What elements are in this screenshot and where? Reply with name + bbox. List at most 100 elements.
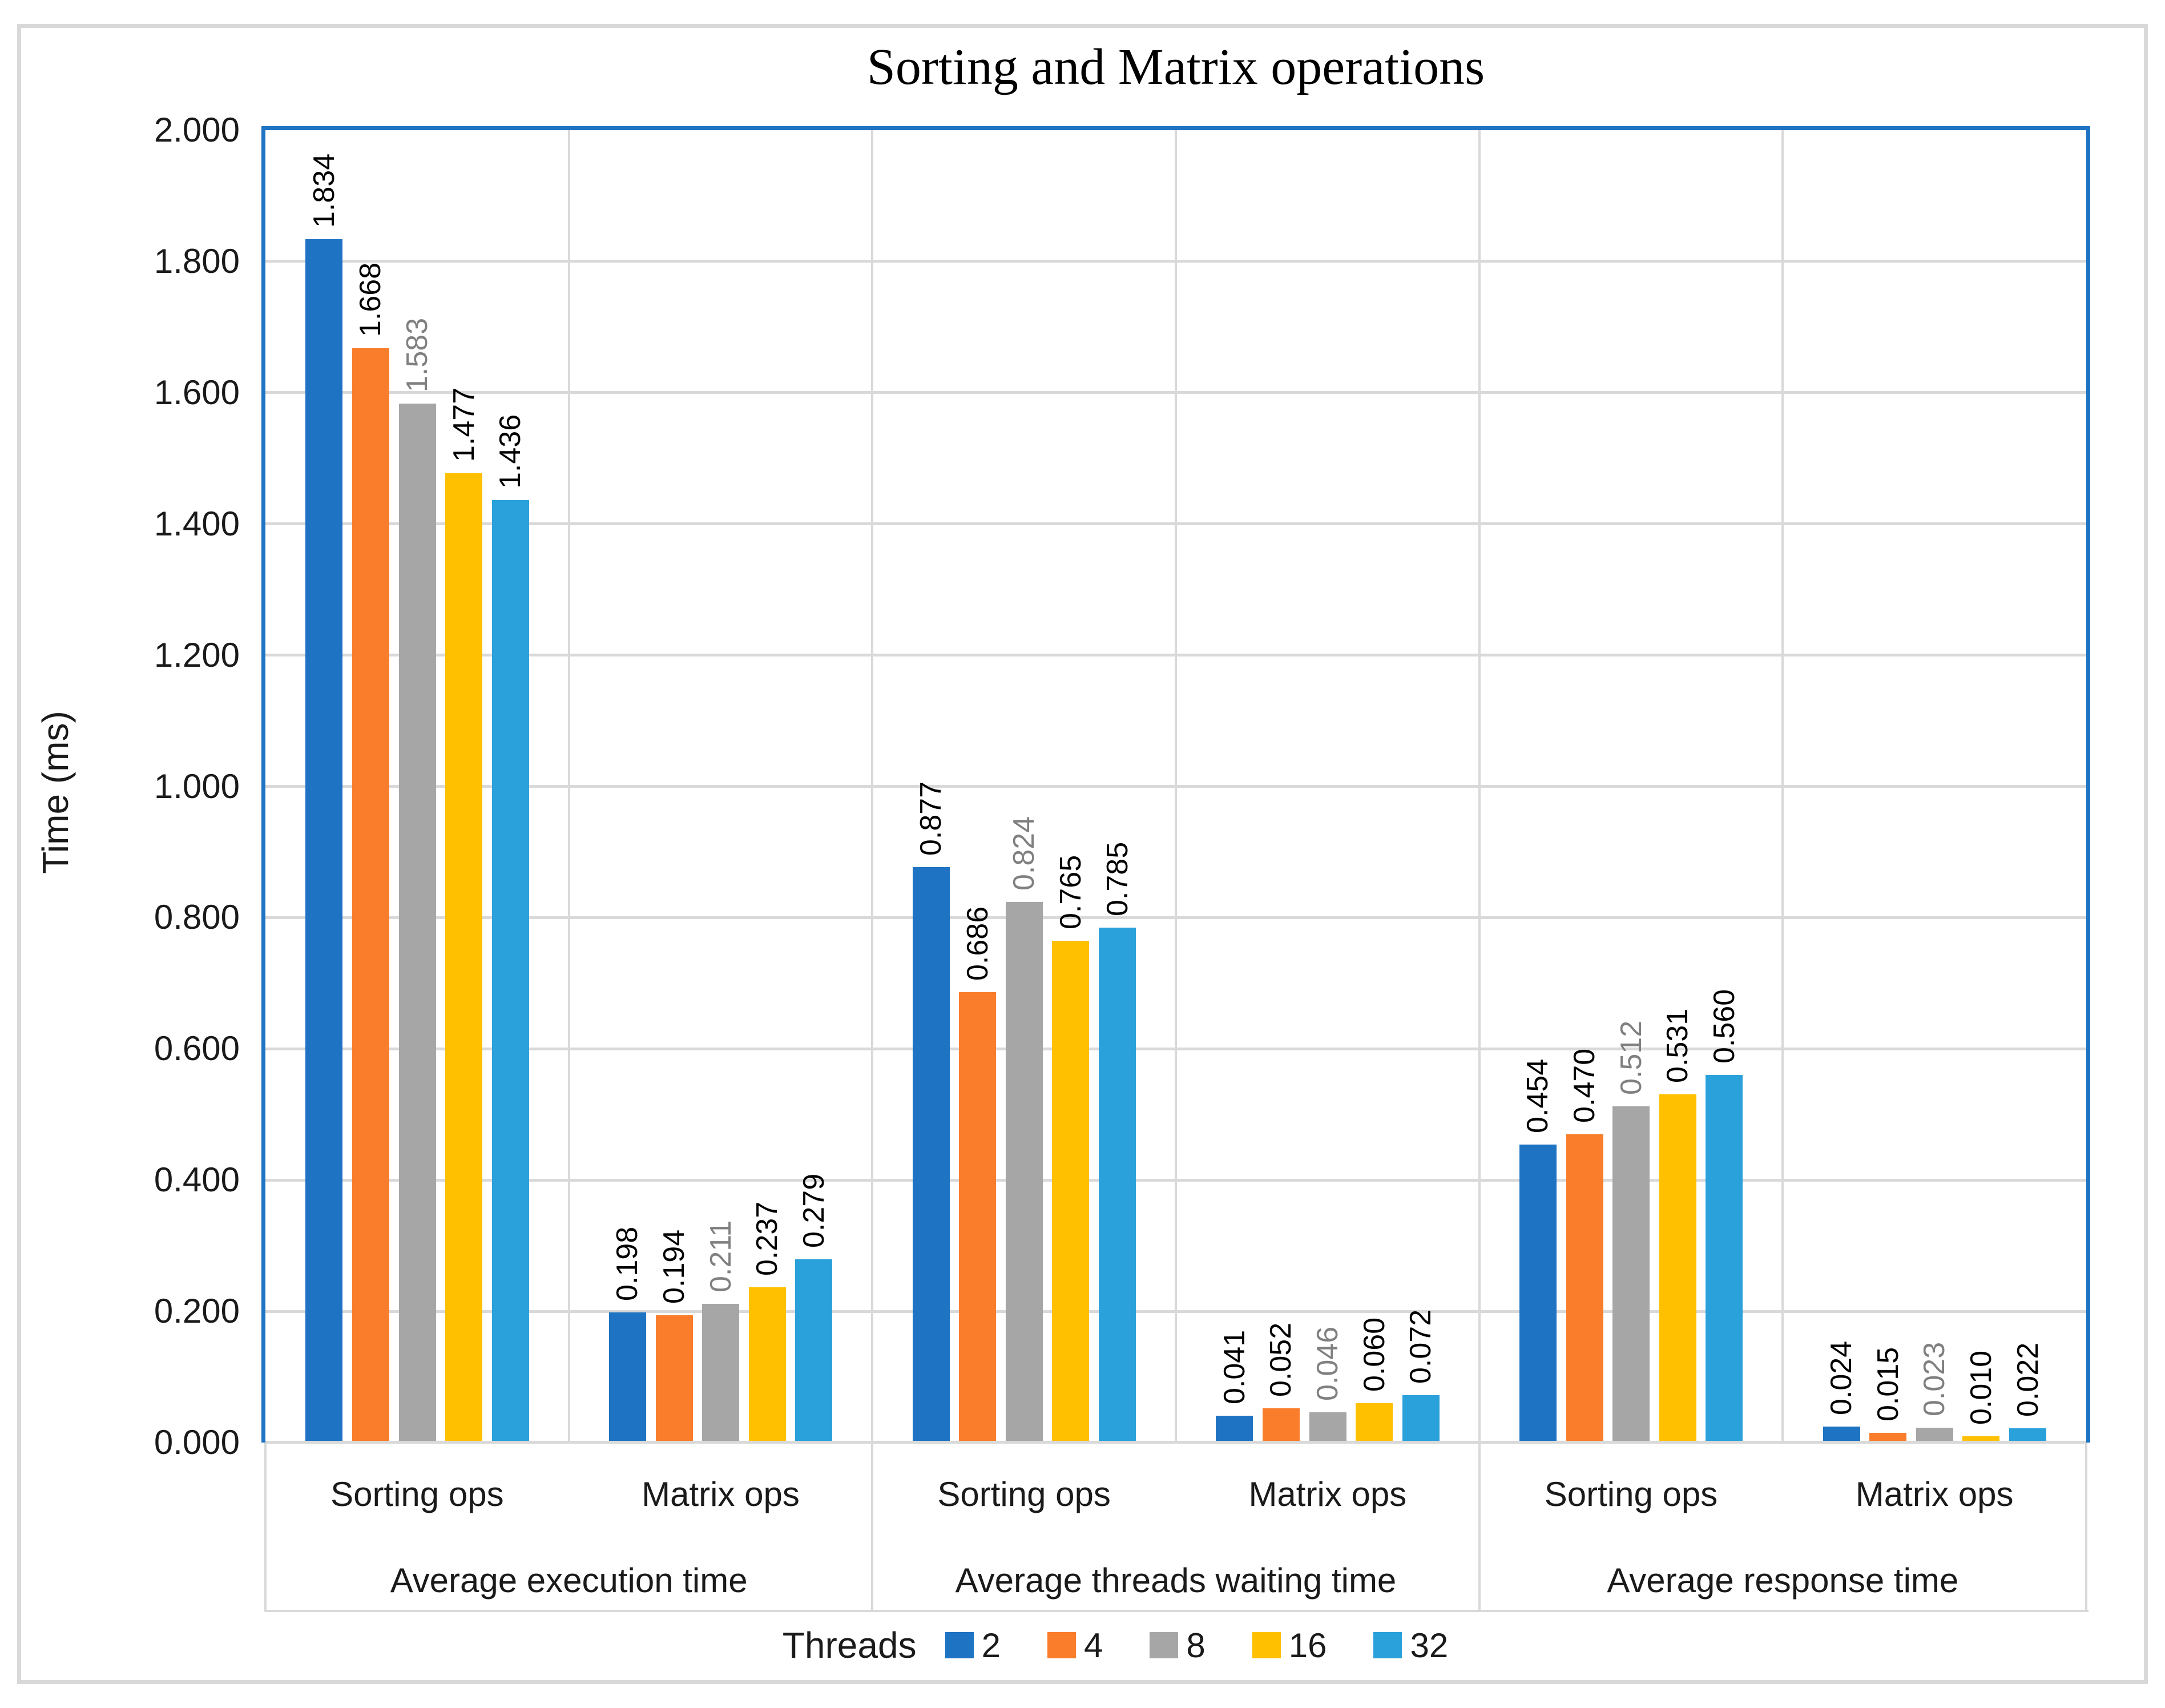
gridline-vertical [1175,130,1177,1443]
bar-threads-2 [1216,1415,1253,1443]
category-label: Sorting ops [1544,1475,1718,1513]
bar-value-label: 0.785 [1100,841,1134,916]
bar-value-label: 1.477 [447,388,481,462]
bar-threads-8 [1309,1412,1346,1443]
bar-value-label: 0.765 [1054,855,1087,929]
bar-value-label: 0.531 [1661,1008,1695,1083]
bar-value-label: 0.024 [1825,1341,1858,1416]
legend-item-label: 32 [1410,1626,1449,1665]
bar-value-label: 1.834 [307,153,341,228]
bar-threads-4 [352,348,389,1443]
gridline-vertical [567,130,570,1443]
legend-item: 16 [1252,1626,1327,1665]
bar-threads-2 [912,867,950,1443]
bar-threads-4 [959,992,997,1443]
bar-threads-32 [2009,1428,2047,1443]
category-label: Matrix ops [642,1475,800,1513]
plot-area: 1.834 0.198 0.877 0.041 0.454 0.024 1.668 0.194… [265,130,2086,1444]
legend-item: 4 [1047,1626,1103,1665]
legend-swatch [1373,1632,1402,1658]
bar-value-label: 0.022 [2011,1342,2045,1417]
bar-threads-8 [398,404,436,1443]
bar-threads-32 [1099,927,1136,1443]
figure-border [17,24,2148,1684]
bar-threads-32 [1402,1395,1440,1443]
bar-value-label: 0.470 [1568,1048,1602,1123]
bar-value-label: 0.060 [1357,1317,1391,1392]
bar-value-label: 0.824 [1007,816,1041,891]
bar-threads-16 [1356,1403,1393,1443]
bar-value-label: 0.560 [1707,989,1741,1064]
bar-threads-4 [655,1315,693,1443]
y-tick-label: 2.000 [154,111,240,149]
legend-item-label: 4 [1083,1626,1103,1665]
bar-value-label: 0.198 [611,1227,644,1302]
bar-value-label: 1.668 [354,262,388,337]
group-label: Average response time [1607,1561,1959,1600]
bar-value-label: 1.583 [401,318,434,393]
y-axis-title-text: Time (ms) [35,711,76,874]
y-tick-label: 0.400 [154,1161,240,1199]
bar-threads-16 [445,473,483,1443]
bar-value-label: 0.010 [1964,1350,1998,1425]
legend-item: 32 [1373,1626,1448,1665]
y-tick-label: 1.200 [154,635,240,674]
gridline-vertical [1478,130,1481,1443]
bar-threads-16 [1052,940,1090,1443]
bar-value-label: 0.512 [1614,1021,1648,1095]
gridline-vertical [1781,130,1784,1443]
category-label: Matrix ops [1248,1475,1407,1513]
legend-item: 2 [945,1626,1001,1665]
legend-swatch [945,1632,974,1658]
bar-value-label: 0.211 [704,1220,737,1293]
bar-value-label: 0.237 [751,1201,784,1276]
bar-value-label: 0.454 [1521,1058,1555,1134]
bar-threads-8 [702,1304,740,1443]
bar-threads-8 [1005,901,1043,1443]
bar-threads-16 [748,1287,786,1443]
group-label: Average threads waiting time [955,1561,1397,1600]
bar-threads-16 [1659,1094,1696,1443]
bar-value-label: 0.877 [914,781,948,856]
bar-value-label: 0.046 [1311,1326,1344,1401]
legend-title: Threads [782,1625,917,1666]
bar-value-label: 0.023 [1918,1342,1952,1416]
x-axis-line [265,1441,2086,1444]
y-tick-label: 0.800 [154,898,240,937]
bar-threads-32 [491,500,529,1443]
gridline-vertical [871,130,874,1443]
category-label: Matrix ops [1855,1475,2014,1513]
bar-threads-8 [1612,1106,1650,1443]
category-separator [871,1443,874,1610]
y-tick-label: 0.600 [154,1029,240,1068]
y-tick-label: 0.000 [154,1423,240,1461]
plot-area-border [261,126,2090,1443]
category-separator [264,1443,267,1610]
category-separator [2085,1443,2087,1610]
bar-value-label: 0.279 [797,1174,830,1248]
bar-threads-4 [1869,1432,1907,1443]
legend-item: 8 [1150,1626,1206,1665]
y-tick-label: 1.000 [154,767,240,805]
legend-swatch [1047,1632,1076,1658]
bar-value-label: 0.041 [1217,1330,1251,1404]
bar-threads-32 [1706,1075,1743,1443]
bar-threads-2 [608,1312,646,1443]
bar-value-label: 0.072 [1404,1310,1438,1384]
bar-value-label: 1.436 [494,414,527,489]
bar-value-label: 0.194 [658,1229,691,1304]
bar-threads-4 [1262,1408,1300,1443]
legend: Threads 2 4 8 16 32 [228,1625,2049,1666]
y-tick-label: 0.200 [154,1292,240,1331]
bar-threads-2 [305,239,343,1443]
legend-swatch [1252,1632,1281,1658]
category-axis-bottom-line [264,1610,2089,1612]
category-separator [1478,1443,1481,1610]
legend-item-label: 8 [1186,1626,1206,1665]
bar-threads-2 [1519,1145,1557,1443]
category-label: Sorting ops [330,1475,504,1513]
y-tick-label: 1.800 [154,241,240,280]
bar-value-label: 0.015 [1871,1347,1905,1421]
legend-item-label: 16 [1288,1626,1327,1665]
